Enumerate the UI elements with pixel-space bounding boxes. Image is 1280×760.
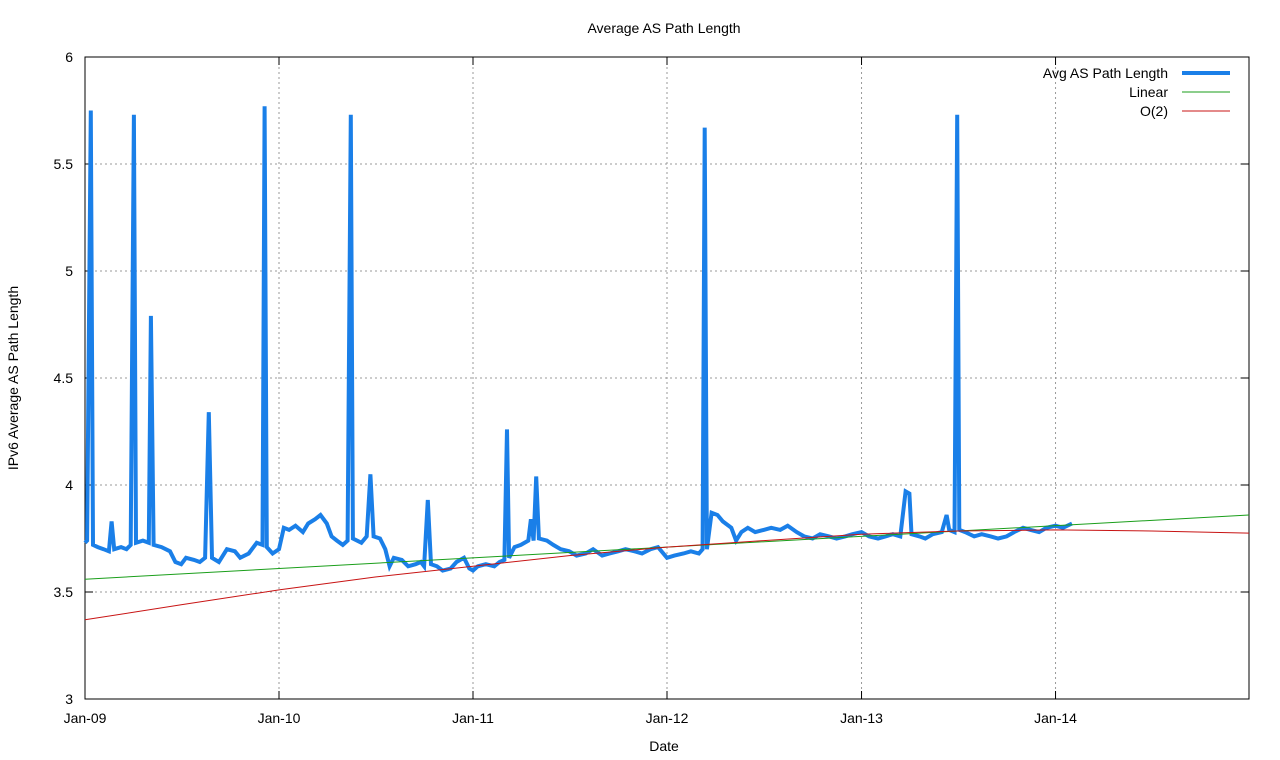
legend-label: Linear bbox=[1129, 84, 1168, 100]
x-tick-label: Jan-09 bbox=[64, 710, 107, 726]
x-tick-label: Jan-14 bbox=[1034, 710, 1077, 726]
x-tick-label: Jan-13 bbox=[840, 710, 883, 726]
y-tick-label: 3.5 bbox=[54, 584, 74, 600]
series-layer bbox=[83, 106, 1250, 621]
legend: Avg AS Path Length Linear O(2) bbox=[1043, 65, 1230, 119]
series-line-o-2 bbox=[84, 529, 1250, 621]
y-axis: 3 3.5 4 4.5 5 5.5 6 bbox=[54, 49, 1249, 707]
y-tick-label: 6 bbox=[65, 49, 73, 65]
y-axis-label: IPv6 Average AS Path Length bbox=[5, 286, 21, 470]
y-tick-label: 3 bbox=[65, 691, 73, 707]
legend-label: O(2) bbox=[1140, 103, 1168, 119]
series-line-avg-as-path-length bbox=[83, 106, 1073, 574]
grid bbox=[85, 57, 1249, 699]
x-axis-label: Date bbox=[649, 738, 679, 754]
legend-label: Avg AS Path Length bbox=[1043, 65, 1168, 81]
y-tick-label: 4.5 bbox=[54, 370, 74, 386]
y-tick-label: 5 bbox=[65, 263, 73, 279]
x-tick-label: Jan-10 bbox=[258, 710, 301, 726]
x-tick-label: Jan-12 bbox=[646, 710, 689, 726]
chart-title: Average AS Path Length bbox=[587, 20, 740, 36]
x-tick-label: Jan-11 bbox=[452, 710, 494, 726]
y-tick-label: 4 bbox=[65, 477, 73, 493]
x-axis: Jan-09 Jan-10 Jan-11 Jan-12 Jan-13 Jan-14 bbox=[64, 57, 1077, 726]
y-tick-label: 5.5 bbox=[54, 156, 74, 172]
